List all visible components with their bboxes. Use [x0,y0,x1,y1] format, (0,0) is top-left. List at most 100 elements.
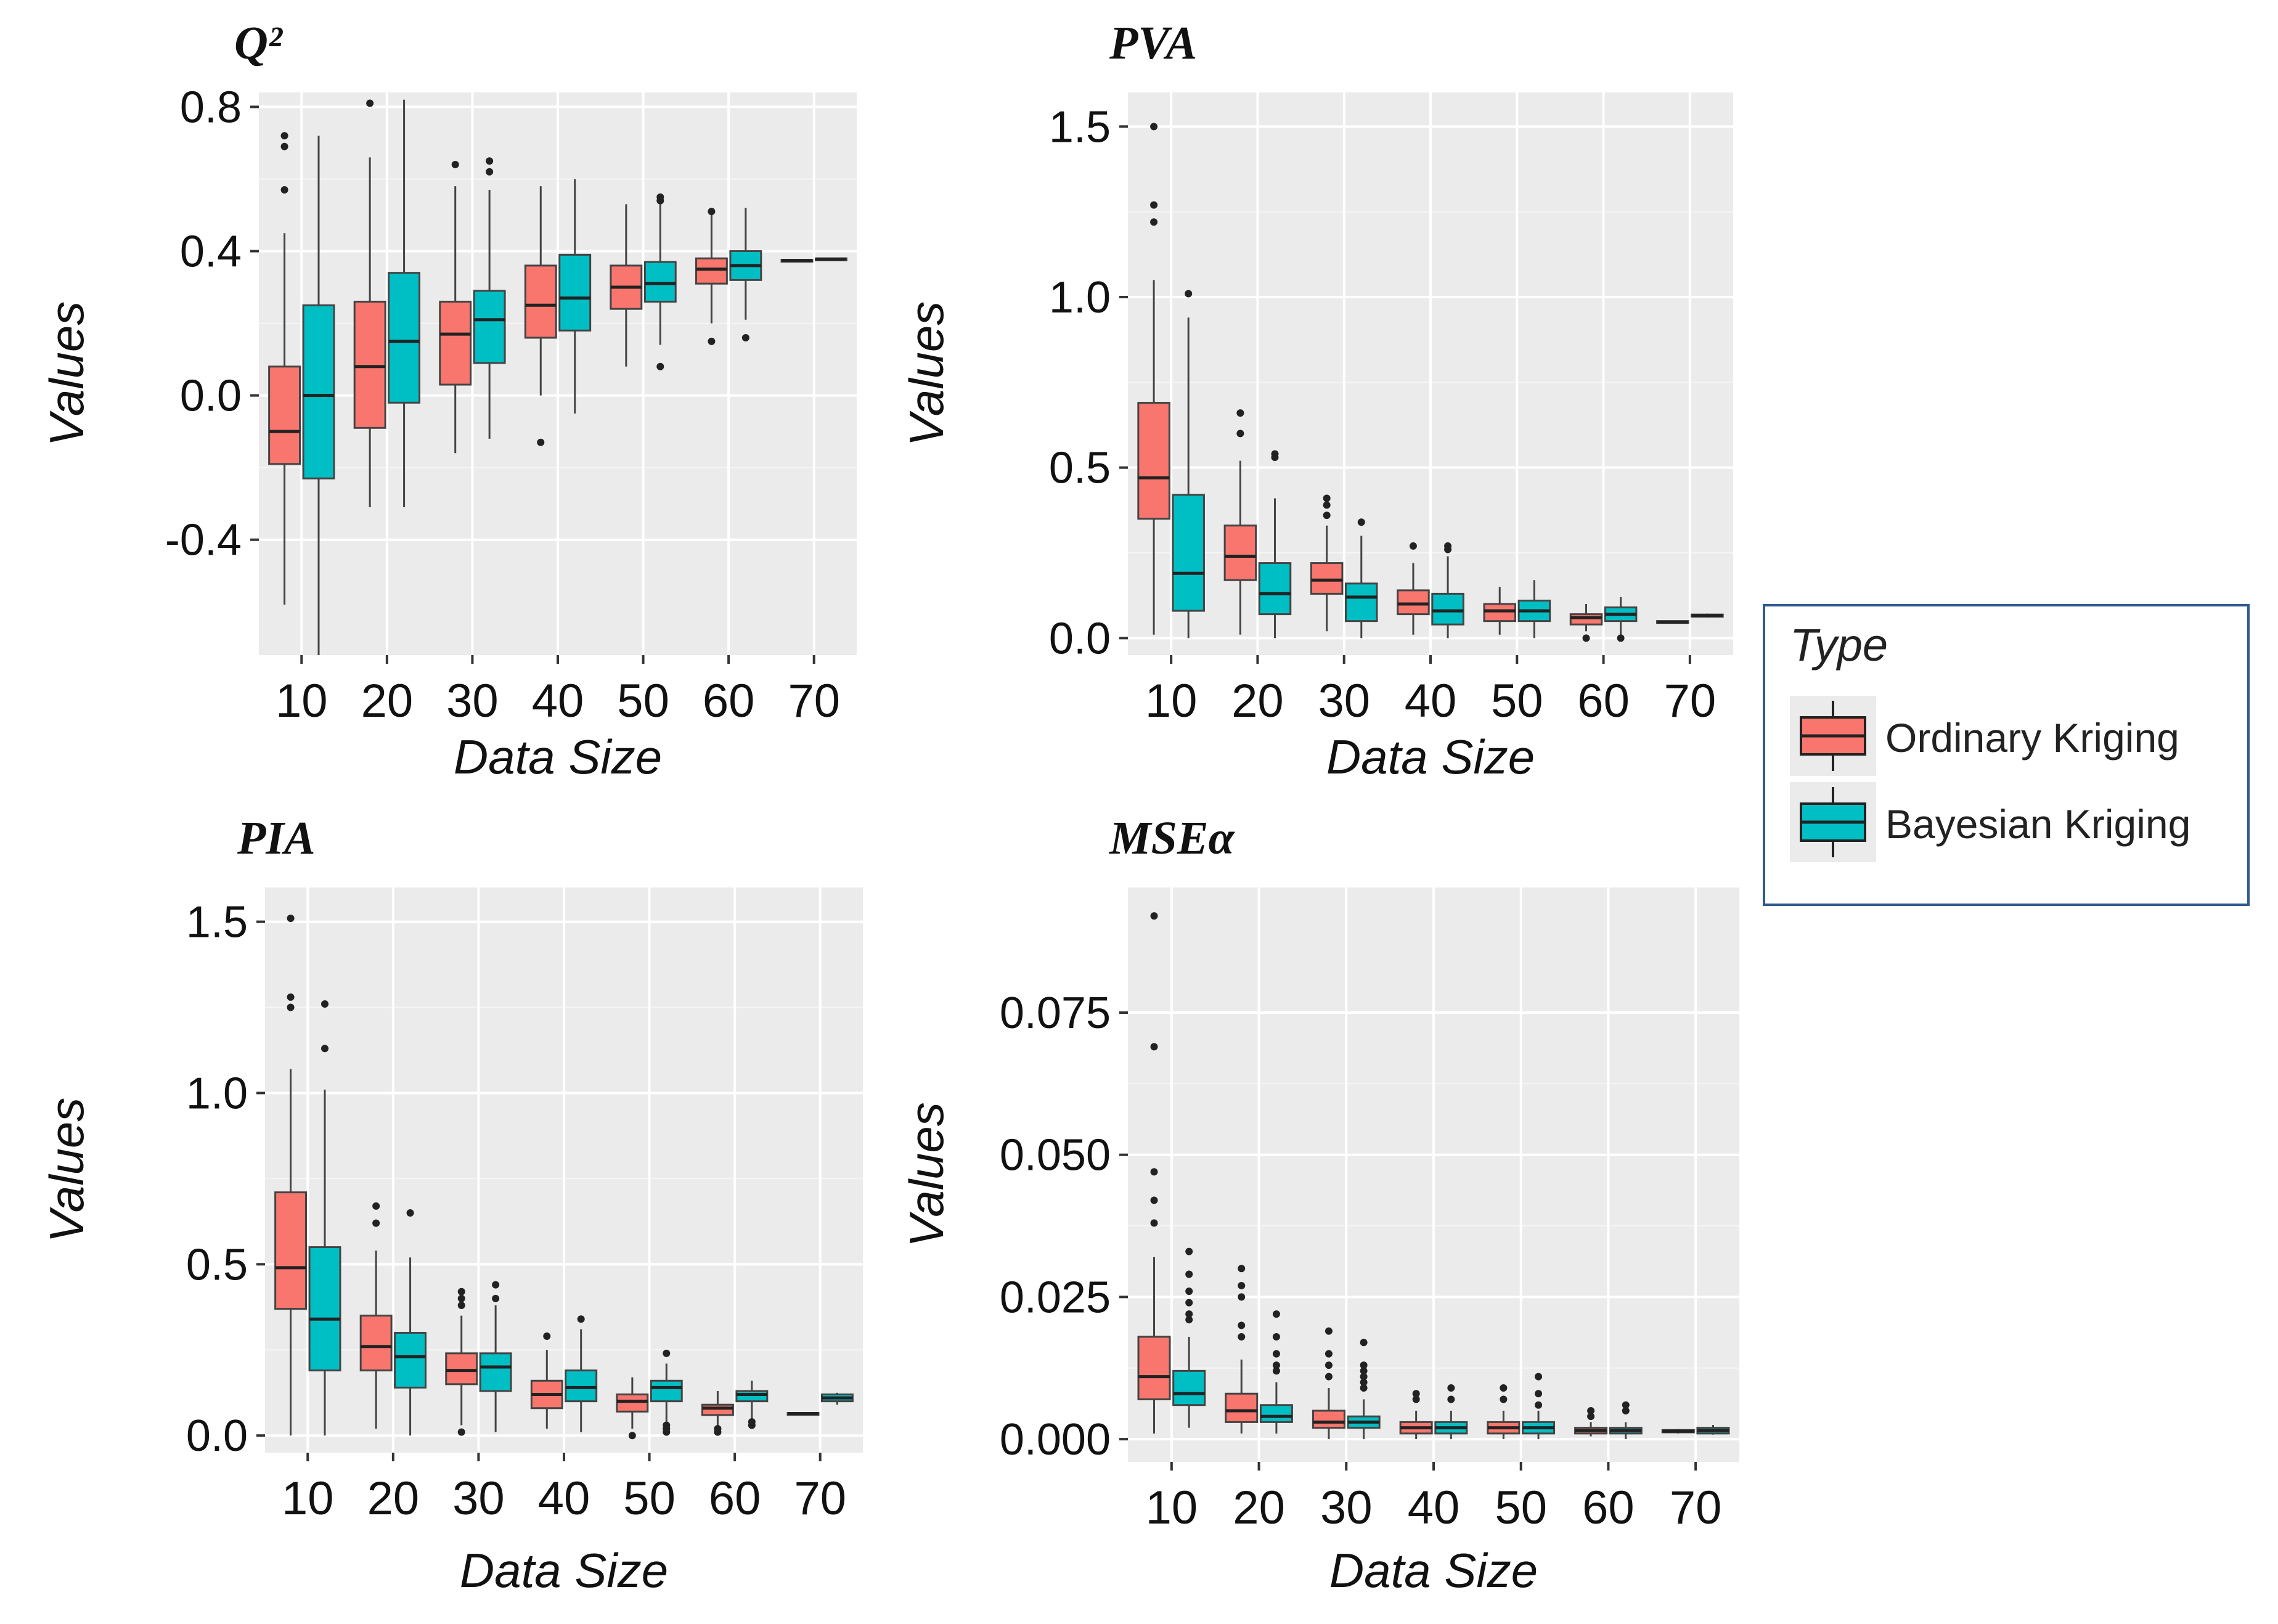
box-body [616,1393,649,1413]
box-ordinary-kriging-20 [1225,1265,1259,1434]
outlier-point [366,99,374,107]
legend-item-ordinary-kriging: Ordinary Kriging [1790,696,2246,776]
y-axis-label: Values [39,1098,94,1243]
box-bayesian-kriging-70 [1691,613,1724,618]
box-body [735,1390,769,1403]
box-ordinary-kriging-10 [274,915,308,1436]
outlier-point [1325,1350,1333,1358]
outlier-point [1325,1327,1333,1335]
box-body [1483,603,1516,622]
box-body [1431,592,1464,626]
outlier-point [714,1425,722,1433]
box-bayesian-kriging-60 [735,1381,769,1429]
outlier-point [287,993,295,1001]
panel-title: PVA [1109,17,1197,69]
box-bayesian-kriging-50 [643,193,677,370]
outlier-point [1325,1361,1333,1369]
outlier-point [1238,1281,1246,1289]
outlier-point [321,1045,329,1053]
x-tick-label: 50 [1495,1482,1547,1534]
outlier-point [1236,430,1244,438]
box-body [1258,562,1292,616]
outlier-point [1185,1287,1193,1296]
outlier-point [1185,1299,1193,1307]
outlier-point [457,1302,465,1310]
outlier-point [537,438,545,446]
outlier-point [708,208,716,216]
outlier-point [1412,1395,1420,1403]
y-tick-label: 0.5 [186,1240,248,1289]
x-tick-label: 40 [532,675,584,727]
panel-3: 0.0 0.5 1.0 1.5 10 20 30 40 50 60 70 PIA Data Size Va… [39,812,863,1597]
box-ordinary-kriging-30 [439,161,472,454]
y-tick-label: 0.8 [180,83,242,132]
x-tick-label: 30 [1318,675,1370,727]
x-tick-label: 60 [1577,675,1630,727]
box-bayesian-kriging-30 [1347,1339,1381,1440]
box-ordinary-kriging-60 [1569,604,1603,642]
box-body [1137,1336,1171,1400]
box-bayesian-kriging-70 [1696,1425,1730,1435]
box-bayesian-kriging-10 [1172,290,1205,639]
outlier-point [492,1281,500,1289]
x-tick-label: 40 [1405,675,1457,727]
outlier-point [287,1003,295,1011]
outlier-point [656,362,664,370]
outlier-point [321,1000,329,1008]
outlier-point [1150,1196,1158,1204]
box-body [1225,1392,1259,1423]
box-ordinary-kriging-50 [610,204,643,367]
box-ordinary-kriging-50 [1487,1384,1521,1440]
box-body [1172,494,1205,612]
x-tick-label: 40 [1408,1482,1460,1534]
box-ordinary-kriging-60 [1574,1406,1608,1437]
box-bayesian-kriging-60 [1604,597,1638,642]
outlier-point [1150,123,1158,131]
box-ordinary-kriging-40 [524,186,557,446]
y-tick-label: 0.0 [1049,614,1111,663]
outlier-point [280,186,288,194]
outlier-point [1444,545,1452,553]
outlier-point [492,1294,500,1302]
box-bayesian-kriging-40 [1431,542,1464,639]
outlier-point [1150,201,1158,209]
outlier-point [372,1202,380,1210]
legend-label-bayesian-kriging: Bayesian Kriging [1885,801,2191,847]
box-ordinary-kriging-20 [1223,409,1257,635]
box-ordinary-kriging-30 [1310,494,1344,632]
box-body [695,257,728,285]
box-ordinary-kriging-20 [359,1202,393,1429]
outlier-point [1447,1384,1455,1392]
box-body [274,1191,308,1310]
panel-title: PIA [237,812,316,864]
outlier-point [1238,1293,1246,1301]
box-ordinary-kriging-70 [1656,620,1689,624]
x-tick-label: 30 [1320,1482,1373,1534]
x-tick-label: 20 [361,675,414,727]
outlier-point [543,1332,551,1340]
outlier-point [1185,1270,1193,1278]
outlier-point [372,1219,380,1227]
box-body [1172,1369,1206,1406]
outlier-point [1360,1373,1368,1381]
box-bayesian-kriging-40 [558,179,592,414]
legend-label-ordinary-kriging: Ordinary Kriging [1885,715,2179,761]
x-axis-label: Data Size [1329,1543,1538,1597]
outlier-point [287,915,295,923]
outlier-point [1587,1413,1595,1421]
panel-4: 0.000 0.025 0.050 0.075 10 20 30 40 50 60 70 MSEα Da… [899,812,1739,1597]
x-axis-label: Data Size [1326,730,1535,784]
y-tick-label: 1.0 [1049,273,1111,322]
box-body [302,304,335,479]
legend-title: Type [1790,619,1888,671]
box-body [1397,589,1430,616]
box-bayesian-kriging-50 [1522,1373,1556,1440]
x-tick-label: 60 [709,1472,761,1525]
y-tick-label: 0.025 [1000,1273,1111,1322]
x-tick-label: 10 [276,675,328,727]
y-tick-label: 0.050 [1000,1131,1111,1180]
box-ordinary-kriging-70 [780,259,814,263]
box-bayesian-kriging-50 [650,1349,683,1436]
outlier-point [1271,454,1279,462]
y-tick-label: 0.075 [1000,989,1111,1038]
